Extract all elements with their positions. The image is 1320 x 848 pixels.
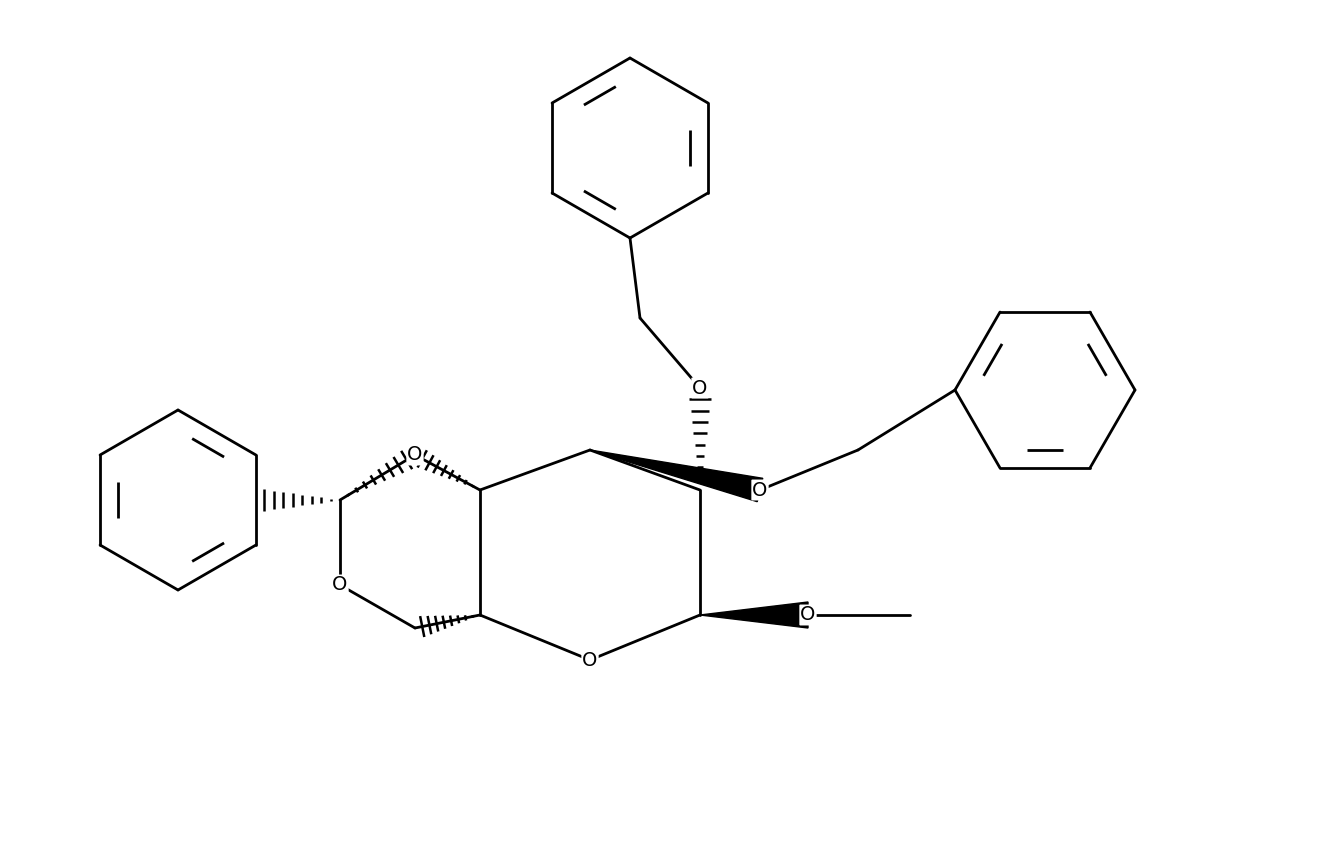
Text: O: O (333, 576, 347, 594)
Text: O: O (582, 650, 598, 670)
Text: O: O (408, 445, 422, 465)
Text: O: O (752, 481, 768, 499)
Polygon shape (700, 602, 808, 628)
Text: O: O (800, 605, 816, 624)
Text: O: O (692, 378, 708, 398)
Polygon shape (590, 450, 763, 502)
